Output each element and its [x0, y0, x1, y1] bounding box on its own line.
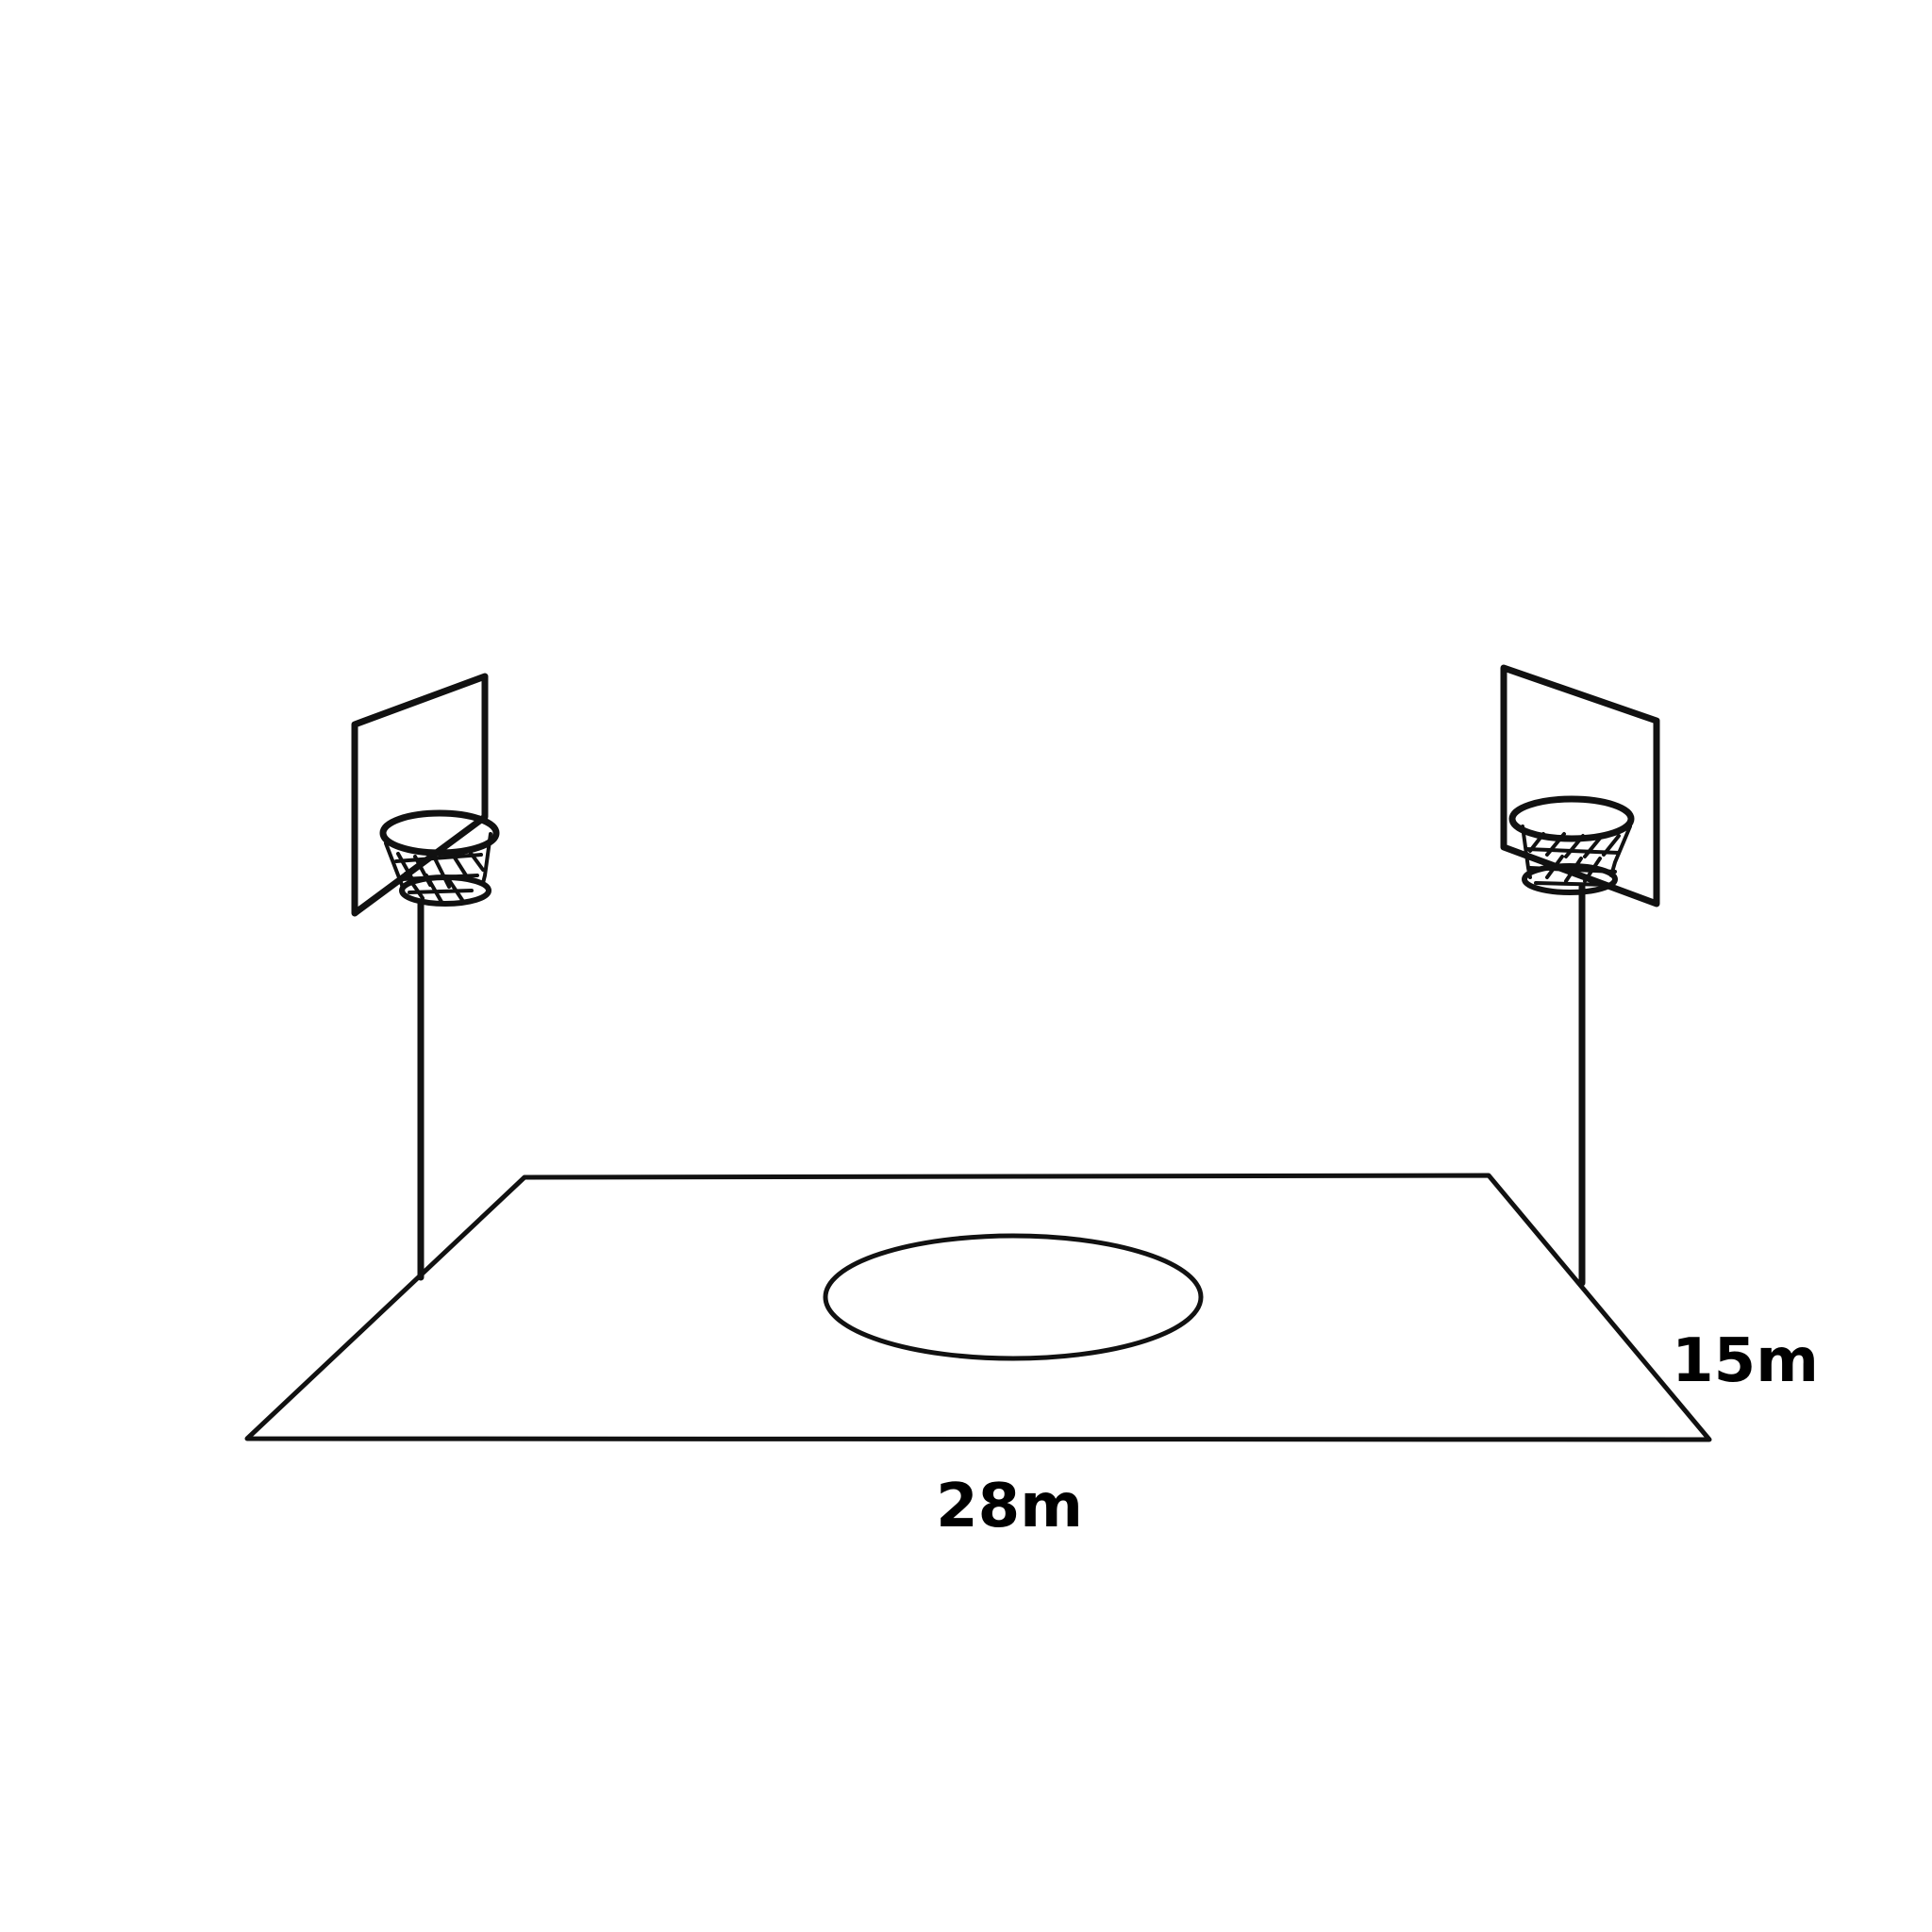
depth-dimension-label: 15m [1672, 1326, 1819, 1396]
center-circle [823, 1233, 1204, 1361]
left-backboard [351, 673, 489, 917]
right-rim-bottom [1522, 863, 1618, 895]
left-rim-bottom [399, 874, 491, 907]
right-hoop [1500, 664, 1660, 1287]
right-backboard [1500, 664, 1660, 908]
right-rim [1508, 795, 1635, 842]
width-dimension-label: 28m [936, 1472, 1083, 1541]
court-floor [244, 1173, 1712, 1442]
left-hoop [351, 673, 500, 1281]
left-rim [379, 809, 500, 857]
